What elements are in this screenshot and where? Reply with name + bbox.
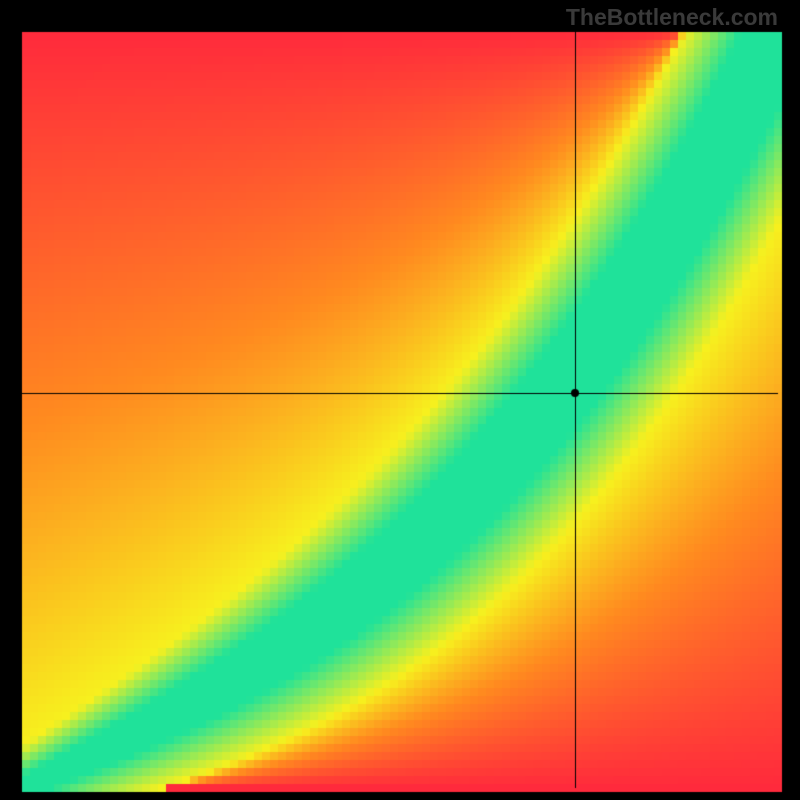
bottleneck-heatmap-canvas: [0, 0, 800, 800]
chart-container: TheBottleneck.com: [0, 0, 800, 800]
watermark-text: TheBottleneck.com: [566, 4, 778, 31]
